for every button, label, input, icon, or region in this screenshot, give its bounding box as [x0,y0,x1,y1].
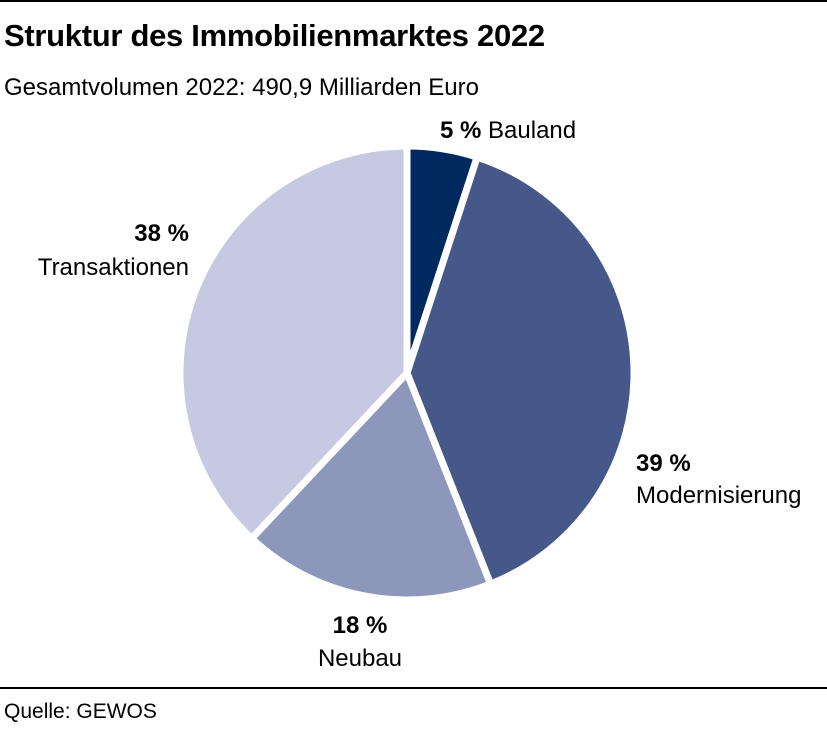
chart-subtitle: Gesamtvolumen 2022: 490,9 Milliarden Eur… [4,74,479,101]
slice-category-neubau: Neubau [318,645,402,672]
slice-value-neubau: 18 % [333,612,388,639]
slice-value-transaktionen: 38 % [134,220,189,247]
pie-slice-modernisierung [403,152,638,589]
top-rule [0,0,827,2]
slice-category-bauland: Bauland [481,117,576,144]
source-note: Quelle: GEWOS [4,700,157,723]
chart-title: Struktur des Immobilienmarktes 2022 [4,18,545,53]
pie-slices [176,142,638,604]
slice-label-bauland: 5 % Bauland [440,117,576,144]
bottom-rule [0,687,827,689]
slice-value-modernisierung: 39 % [636,450,691,477]
slice-category-transaktionen: Transaktionen [38,254,189,281]
pie-labels: 5 % Bauland 39 % Modernisierung 18 % Neubau 3… [38,117,802,672]
pie-slice-transaktionen [176,142,411,544]
slice-value-bauland: 5 % [440,117,481,144]
pie-slice-neubau [246,366,496,604]
slice-category-modernisierung: Modernisierung [636,482,801,509]
